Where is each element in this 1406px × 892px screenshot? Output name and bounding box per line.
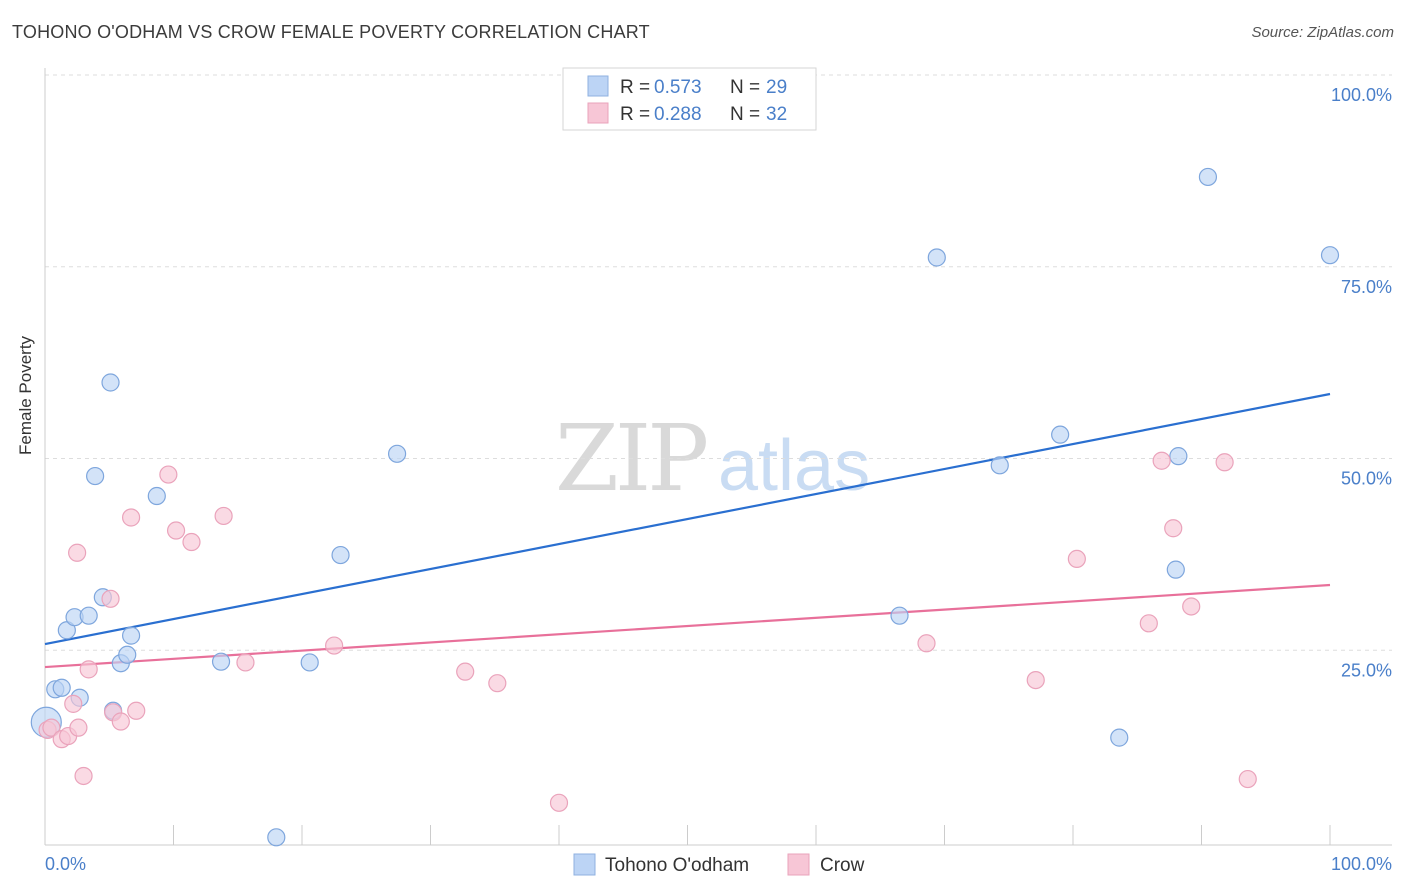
point-crow-13 — [127, 701, 146, 720]
chart-title: TOHONO O'ODHAM VS CROW FEMALE POVERTY CO… — [12, 22, 650, 42]
point-tohono-14 — [147, 486, 166, 506]
axis-layer: 25.0% 50.0% 75.0% 100.0% 0.0% 100.0% — [44, 68, 1392, 874]
point-tohono-26 — [1169, 447, 1188, 466]
point-crow-20 — [456, 662, 475, 681]
point-crow-9 — [101, 589, 120, 608]
point-crow-23 — [917, 634, 936, 653]
point-crow-25 — [1067, 549, 1086, 569]
bottom-legend-swatch-tohono — [573, 853, 596, 876]
legend-n-label-2: N = — [730, 104, 760, 125]
point-tohono-17 — [300, 653, 319, 672]
point-tohono-28 — [1320, 246, 1340, 265]
y-tick-label-75: 75.0% — [1341, 277, 1392, 297]
bottom-legend-label-crow: Crow — [820, 855, 865, 876]
point-crow-16 — [182, 532, 201, 552]
legend-n-label-1: N = — [730, 77, 760, 98]
point-crow-28 — [1164, 519, 1183, 538]
legend-r-label-2: R = — [620, 104, 650, 125]
point-crow-17 — [214, 506, 233, 526]
y-tick-label-100: 100.0% — [1331, 85, 1392, 105]
legend-r-value-2: 0.288 — [654, 104, 702, 125]
trend-layer — [44, 392, 1331, 669]
y-tick-label-50: 50.0% — [1341, 469, 1392, 489]
bottom-legend-swatch-crow — [787, 853, 810, 876]
point-tohono-24 — [1110, 728, 1129, 747]
point-tohono-21 — [927, 248, 946, 267]
point-crow-11 — [111, 712, 130, 731]
point-tohono-19 — [387, 444, 407, 463]
point-crow-31 — [1238, 769, 1257, 789]
point-tohono-20 — [890, 606, 909, 625]
legend-swatch-tohono — [587, 75, 609, 97]
point-tohono-18 — [331, 545, 350, 565]
point-tohono-22 — [990, 456, 1009, 475]
point-crow-24 — [1026, 670, 1045, 690]
point-crow-14 — [159, 465, 178, 484]
point-crow-6 — [69, 718, 88, 737]
point-crow-27 — [1152, 451, 1171, 470]
x-tick-label-min: 0.0% — [45, 854, 86, 874]
point-crow-7 — [74, 766, 93, 786]
legend-n-value-2: 32 — [766, 104, 787, 125]
point-crow-30 — [1215, 453, 1234, 472]
point-tohono-12 — [118, 645, 137, 664]
top-legend: R = 0.573 N = 29 R = 0.288 N = 32 — [562, 67, 817, 131]
point-crow-22 — [549, 793, 569, 812]
source-note: Source: ZipAtlas.com — [1251, 24, 1394, 41]
point-crow-5 — [68, 543, 87, 562]
watermark-atlas: atlas — [718, 426, 870, 506]
legend-r-value-1: 0.573 — [654, 77, 702, 98]
point-tohono-15 — [211, 652, 231, 671]
legend-swatch-crow — [587, 102, 609, 124]
point-crow-4 — [64, 694, 83, 713]
point-crow-26 — [1139, 614, 1158, 633]
point-tohono-23 — [1051, 425, 1070, 444]
point-crow-8 — [79, 660, 98, 679]
legend-n-value-1: 29 — [766, 77, 787, 98]
point-crow-15 — [166, 521, 186, 540]
point-crow-18 — [236, 653, 255, 672]
point-crow-12 — [121, 508, 141, 527]
y-tick-label-25: 25.0% — [1341, 660, 1392, 680]
point-tohono-25 — [1166, 560, 1185, 579]
legend-r-label-1: R = — [620, 77, 650, 98]
point-crow-1 — [42, 718, 61, 737]
point-tohono-7 — [86, 466, 105, 486]
point-tohono-6 — [79, 606, 98, 625]
x-tick-label-max: 100.0% — [1331, 854, 1392, 874]
point-tohono-27 — [1198, 167, 1218, 187]
bottom-legend: Tohono O'odham Crow — [573, 853, 865, 876]
trend-line-crow — [44, 583, 1331, 669]
points-layer — [30, 167, 1340, 847]
point-tohono-9 — [101, 373, 120, 392]
grid-layer — [45, 74, 1392, 651]
point-tohono-2 — [52, 678, 71, 697]
point-tohono-13 — [121, 626, 141, 645]
point-crow-21 — [488, 674, 507, 693]
point-tohono-16 — [267, 828, 286, 847]
trend-line-tohono — [44, 392, 1331, 646]
bottom-legend-label-tohono: Tohono O'odham — [605, 855, 749, 876]
point-crow-19 — [325, 636, 344, 655]
point-crow-29 — [1182, 597, 1201, 616]
